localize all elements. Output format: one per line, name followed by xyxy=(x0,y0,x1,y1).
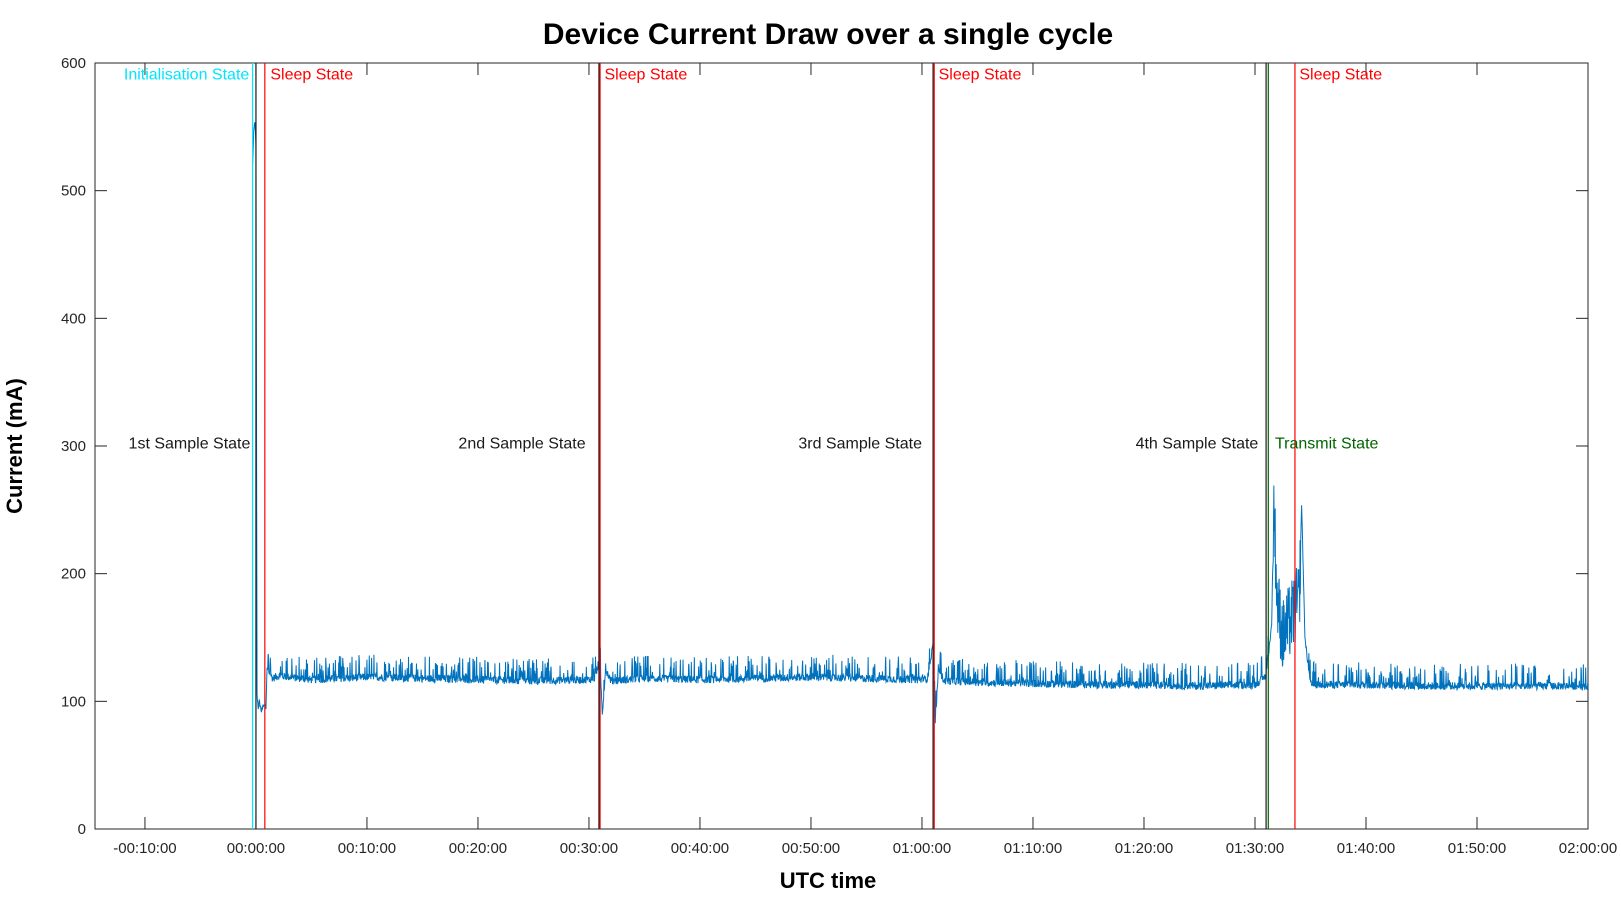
chart-title: Device Current Draw over a single cycle xyxy=(543,18,1113,51)
x-tick-label: 02:00:00 xyxy=(1559,840,1617,857)
x-tick-label: -00:10:00 xyxy=(113,840,176,857)
state-annotation-sleep: Sleep State xyxy=(1299,67,1382,84)
y-tick-label: 300 xyxy=(61,438,86,455)
x-tick-label: 01:30:00 xyxy=(1226,840,1284,857)
x-tick-label: 01:20:00 xyxy=(1115,840,1173,857)
x-tick-label: 01:10:00 xyxy=(1004,840,1062,857)
x-tick-label: 00:00:00 xyxy=(227,840,285,857)
x-tick-label: 00:20:00 xyxy=(449,840,507,857)
state-annotation-sleep: Sleep State xyxy=(270,67,353,84)
y-tick-label: 200 xyxy=(61,566,86,583)
x-tick-label: 01:50:00 xyxy=(1448,840,1506,857)
plot-area: 0 100 200 300 400 500 600 -00:10:00 00:00:00 00:1… xyxy=(61,55,1617,857)
state-annotation-sleep: Sleep State xyxy=(605,67,688,84)
x-tick-label: 00:10:00 xyxy=(338,840,396,857)
x-axis-title: UTC time xyxy=(780,868,877,893)
y-tick-label: 600 xyxy=(61,55,86,72)
state-annotation-sample: 4th Sample State xyxy=(1136,436,1259,453)
x-tick-label: 00:40:00 xyxy=(671,840,729,857)
y-tick-label: 400 xyxy=(61,310,86,327)
x-tick-label: 00:30:00 xyxy=(560,840,618,857)
plot-frame xyxy=(94,62,1589,830)
y-tick-label: 100 xyxy=(61,693,86,710)
state-annotation-initialisation: Initialisation State xyxy=(124,67,250,84)
state-annotation-sample: 1st Sample State xyxy=(129,436,251,453)
x-tick-label: 01:00:00 xyxy=(893,840,951,857)
y-axis-title: Current (mA) xyxy=(2,378,27,514)
state-annotation-sleep: Sleep State xyxy=(939,67,1022,84)
y-tick-label: 0 xyxy=(78,821,86,838)
x-tick-label: 00:50:00 xyxy=(782,840,840,857)
current-series-line xyxy=(252,122,1588,724)
state-annotation-transmit: Transmit State xyxy=(1275,436,1379,453)
x-tick-label: 01:40:00 xyxy=(1337,840,1395,857)
state-annotation-sample: 3rd Sample State xyxy=(798,436,922,453)
y-tick-label: 500 xyxy=(61,183,86,200)
state-annotation-sample: 2nd Sample State xyxy=(458,436,585,453)
